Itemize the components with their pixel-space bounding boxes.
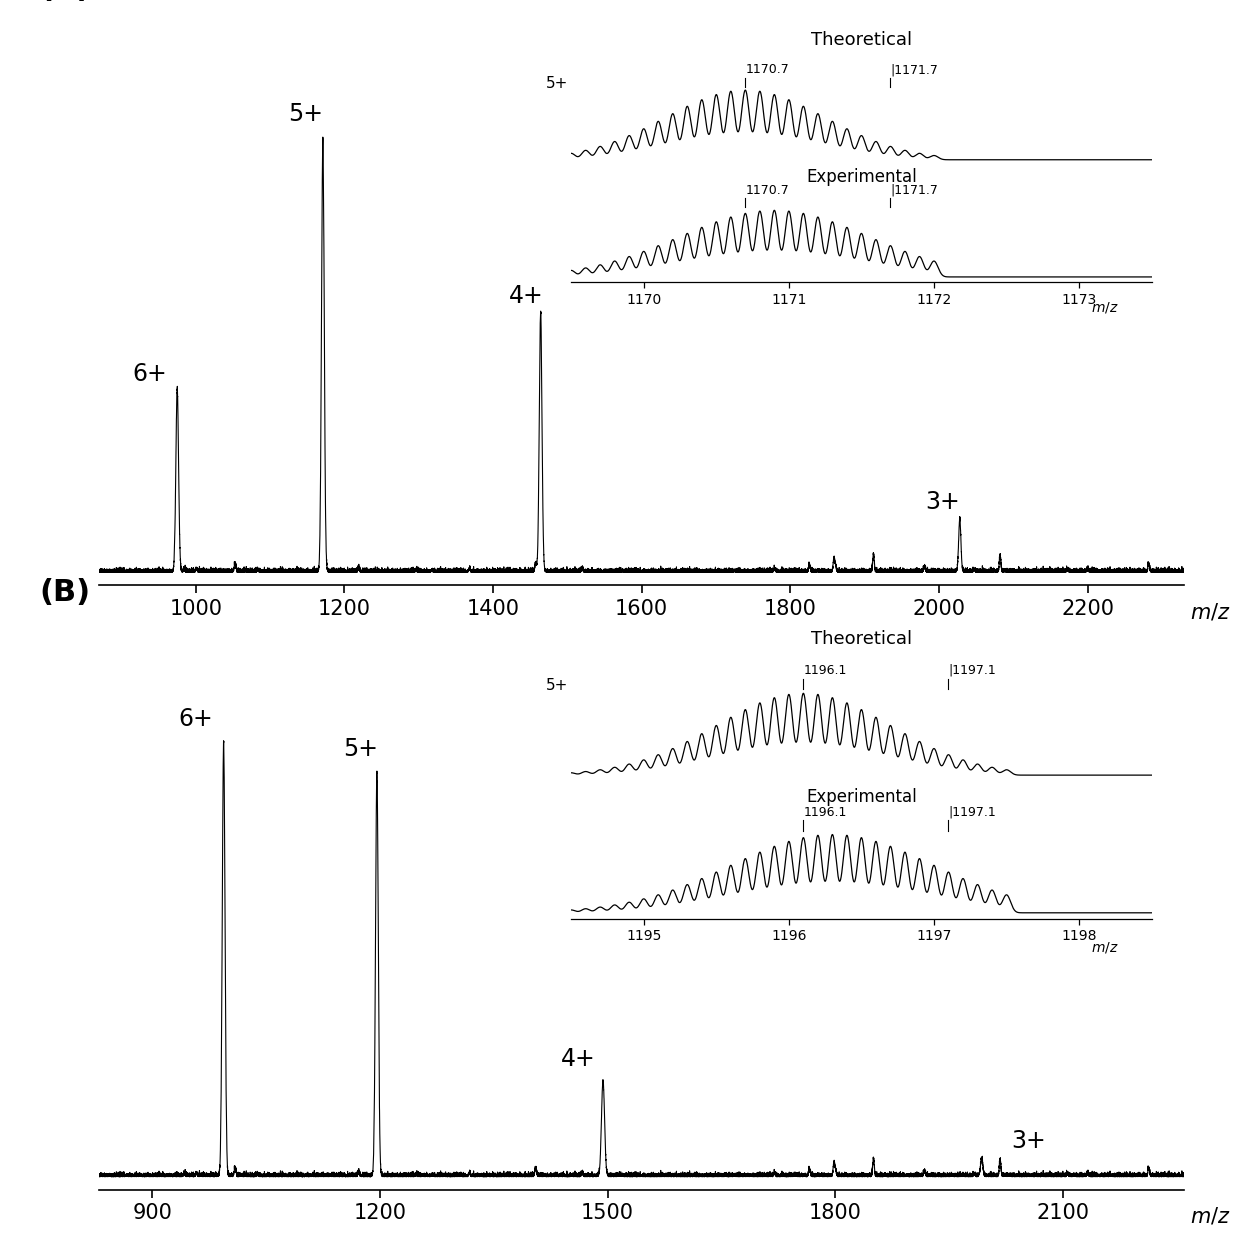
Text: (A): (A) [40,0,92,3]
Text: |1197.1: |1197.1 [949,806,996,818]
Text: 3+: 3+ [925,490,960,514]
Text: Theoretical: Theoretical [811,631,911,648]
Text: 1170.7: 1170.7 [745,63,789,76]
Text: $m/z$: $m/z$ [1189,602,1230,623]
Text: Experimental: Experimental [806,167,916,186]
Text: |1171.7: |1171.7 [890,184,939,196]
Text: 6+: 6+ [179,706,213,730]
Text: 1196.1: 1196.1 [804,806,847,818]
Text: 3+: 3+ [1012,1129,1047,1153]
Text: 6+: 6+ [133,363,167,387]
Text: 5+: 5+ [342,737,378,760]
Text: Theoretical: Theoretical [811,31,911,49]
Text: Experimental: Experimental [806,788,916,806]
Text: 5+: 5+ [546,677,568,692]
Text: 4+: 4+ [562,1046,596,1070]
Text: 1170.7: 1170.7 [745,184,789,196]
Text: |1171.7: |1171.7 [890,63,939,76]
Text: 1196.1: 1196.1 [804,663,847,677]
Text: $m/z$: $m/z$ [1189,1206,1230,1228]
Text: $m/z$: $m/z$ [1091,940,1118,956]
Text: (B): (B) [40,578,91,607]
Text: 5+: 5+ [288,102,324,126]
Text: $m/z$: $m/z$ [1091,300,1118,315]
Text: 4+: 4+ [508,285,543,308]
Text: 5+: 5+ [546,76,568,91]
Text: |1197.1: |1197.1 [949,663,996,677]
